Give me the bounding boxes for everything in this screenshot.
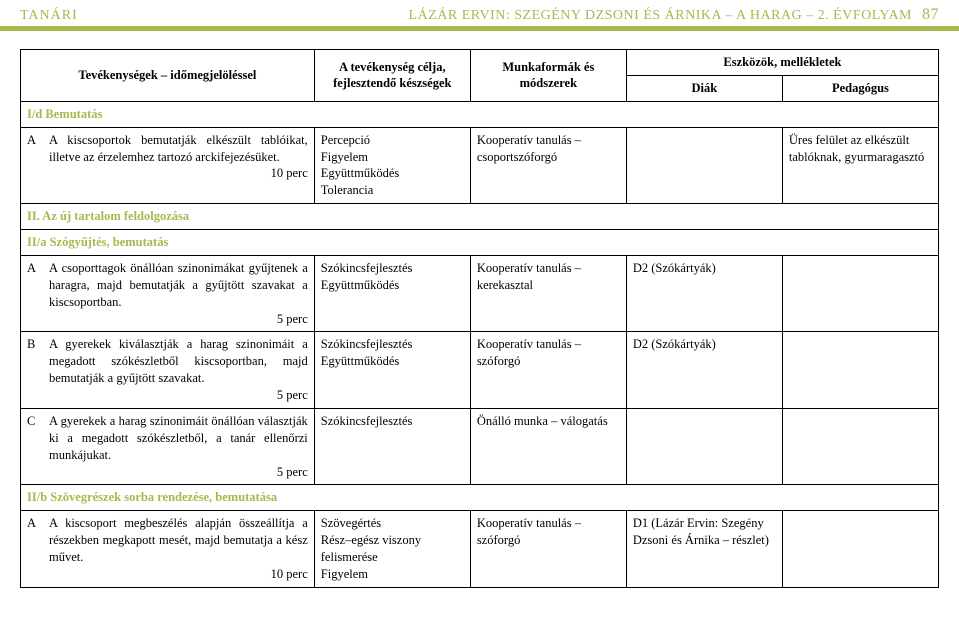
header-title: LÁZÁR ERVIN: SZEGÉNY DZSONI ÉS ÁRNIKA – … [409,8,912,23]
row-activity: A kiscsoport megbeszélés alapján összeál… [49,515,308,583]
section-title: II/b Szövegrészek sorba rendezése, bemut… [21,485,939,511]
section-title: II/a Szógyűjtés, bemutatás [21,230,939,256]
page-number: 87 [922,6,939,23]
row-letter: A [27,260,49,328]
row-activity: A kiscsoportok bemutatják elkészült tabl… [49,132,308,183]
page-header: TANÁRI LÁZÁR ERVIN: SZEGÉNY DZSONI ÉS ÁR… [0,0,959,31]
row-timing: 5 perc [49,311,308,328]
row-letter: A [27,132,49,183]
section-title: I/d Bemutatás [21,101,939,127]
lesson-table: Tevékenységek – időmegjelöléssel A tevék… [20,49,939,588]
header-right: LÁZÁR ERVIN: SZEGÉNY DZSONI ÉS ÁRNIKA – … [409,6,939,24]
row-timing: 5 perc [49,464,308,481]
th-goal: A tevékenység célja, fejlesztendő készsé… [314,50,470,102]
header-left: TANÁRI [20,8,78,24]
th-diak: Diák [626,75,782,101]
section-title: II. Az új tartalom feldolgozása [21,204,939,230]
content-area: Tevékenységek – időmegjelöléssel A tevék… [0,31,959,588]
th-ped: Pedagógus [782,75,938,101]
row-timing: 10 perc [49,566,308,583]
row-letter: A [27,515,49,583]
th-tools: Eszközök, mellékletek [626,50,938,76]
th-method: Munkaformák és módszerek [470,50,626,102]
row-letter: B [27,336,49,404]
row-timing: 5 perc [49,387,308,404]
row-activity: A gyerekek a harag szinonimáit önállóan … [49,413,308,481]
th-activity: Tevékenységek – időmegjelöléssel [21,50,315,102]
row-timing: 10 perc [49,165,308,182]
row-activity: A gyerekek kiválasztják a harag szinonim… [49,336,308,404]
row-letter: C [27,413,49,481]
row-activity: A csoporttagok önállóan szinonimákat gyű… [49,260,308,328]
